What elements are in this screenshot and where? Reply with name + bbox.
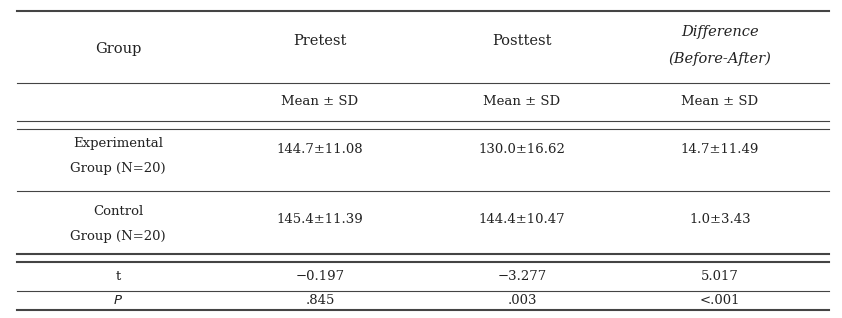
Text: t: t — [115, 270, 120, 282]
Text: Mean ± SD: Mean ± SD — [483, 95, 561, 108]
Text: −3.277: −3.277 — [498, 270, 546, 282]
Text: Group (N=20): Group (N=20) — [70, 162, 166, 175]
Text: Mean ± SD: Mean ± SD — [281, 95, 359, 108]
Text: .003: .003 — [507, 294, 537, 307]
Text: 14.7±11.49: 14.7±11.49 — [680, 143, 759, 156]
Text: Pretest: Pretest — [293, 34, 347, 48]
Text: $\it{P}$: $\it{P}$ — [113, 294, 123, 307]
Text: 144.4±10.47: 144.4±10.47 — [479, 213, 565, 226]
Text: −0.197: −0.197 — [296, 270, 344, 282]
Text: Control: Control — [93, 205, 143, 218]
Text: (Before-After): (Before-After) — [669, 52, 771, 66]
Text: 5.017: 5.017 — [701, 270, 738, 282]
Text: Group (N=20): Group (N=20) — [70, 231, 166, 243]
Text: Posttest: Posttest — [493, 34, 552, 48]
Text: 145.4±11.39: 145.4±11.39 — [276, 213, 364, 226]
Text: 1.0±3.43: 1.0±3.43 — [689, 213, 751, 226]
Text: 144.7±11.08: 144.7±11.08 — [277, 143, 363, 156]
Text: Experimental: Experimental — [73, 137, 163, 149]
Text: .845: .845 — [306, 294, 334, 307]
Text: Group: Group — [94, 42, 141, 56]
Text: <.001: <.001 — [700, 294, 740, 307]
Text: Difference: Difference — [681, 25, 759, 39]
Text: 130.0±16.62: 130.0±16.62 — [478, 143, 566, 156]
Text: Mean ± SD: Mean ± SD — [681, 95, 759, 108]
